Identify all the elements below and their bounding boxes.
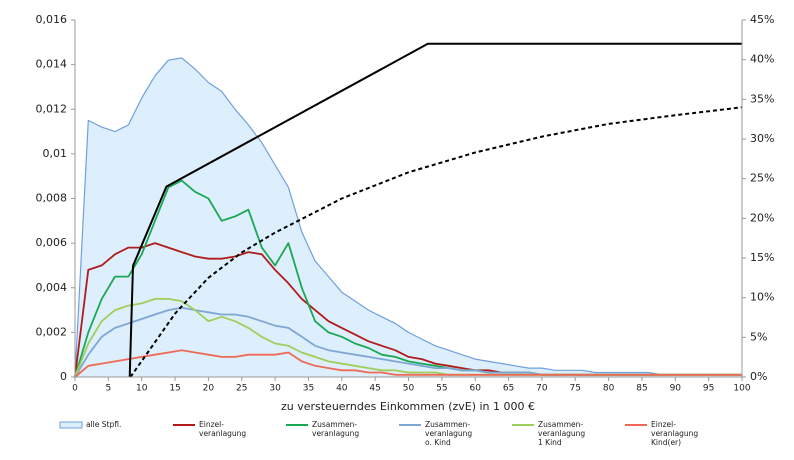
legend-label: Zusammen- veranlagung 1 Kind bbox=[538, 420, 586, 447]
y2-tick-label: 35% bbox=[750, 92, 774, 105]
x-tick-label: 10 bbox=[136, 384, 148, 394]
line bbox=[129, 106, 743, 378]
x-tick-label: 95 bbox=[703, 384, 714, 394]
legend-label: Einzel- veranlagung Kind(er) bbox=[651, 420, 699, 447]
y2-tick-label: 0% bbox=[750, 370, 767, 383]
x-axis-label: zu versteuerndes Einkommen (zvE) in 1 00… bbox=[281, 400, 535, 413]
y2-tick-label: 15% bbox=[750, 251, 774, 264]
x-tick-label: 30 bbox=[269, 384, 281, 394]
y-tick-label: 0,01 bbox=[43, 147, 68, 160]
line bbox=[128, 42, 742, 378]
x-tick-label: 75 bbox=[570, 384, 581, 394]
legend-swatch bbox=[59, 421, 83, 429]
legend-label: Einzel- veranlagung bbox=[199, 420, 247, 438]
x-tick-label: 35 bbox=[303, 384, 314, 394]
x-tick-label: 5 bbox=[105, 384, 111, 394]
y-tick-label: 0,006 bbox=[36, 236, 68, 249]
y-tick-label: 0,008 bbox=[36, 192, 68, 205]
y2-tick-label: 30% bbox=[750, 132, 774, 145]
y2-tick-label: 45% bbox=[750, 13, 774, 26]
x-tick-label: 80 bbox=[603, 384, 615, 394]
y2-tick-label: 5% bbox=[750, 330, 767, 343]
y2-tick-label: 10% bbox=[750, 291, 774, 304]
y2-tick-label: 20% bbox=[750, 211, 774, 224]
x-tick-label: 65 bbox=[503, 384, 514, 394]
legend-label: alle Stpfl. bbox=[86, 420, 122, 429]
x-tick-label: 85 bbox=[636, 384, 647, 394]
legend-label: Zusammen- veranlagung bbox=[312, 420, 360, 438]
x-tick-label: 45 bbox=[369, 384, 380, 394]
x-tick-label: 90 bbox=[670, 384, 682, 394]
x-tick-label: 55 bbox=[436, 384, 447, 394]
x-tick-label: 20 bbox=[203, 384, 215, 394]
y-tick-label: 0,012 bbox=[36, 102, 68, 115]
y2-tick-label: 25% bbox=[750, 172, 774, 185]
y-tick-label: 0 bbox=[60, 370, 67, 383]
y2-tick-label: 40% bbox=[750, 53, 774, 66]
area bbox=[75, 57, 742, 378]
y-tick-label: 0,014 bbox=[36, 58, 68, 71]
x-tick-label: 60 bbox=[469, 384, 481, 394]
y-tick-label: 0,004 bbox=[36, 281, 68, 294]
line bbox=[74, 349, 742, 378]
x-tick-label: 25 bbox=[236, 384, 247, 394]
x-tick-label: 70 bbox=[536, 384, 548, 394]
x-tick-label: 40 bbox=[336, 384, 348, 394]
x-tick-label: 50 bbox=[403, 384, 415, 394]
y-tick-label: 0,016 bbox=[36, 13, 68, 26]
x-tick-label: 15 bbox=[169, 384, 180, 394]
x-tick-label: 0 bbox=[72, 384, 78, 394]
legend-label: Zusammen- veranlagung o. Kind bbox=[425, 420, 473, 447]
y-tick-label: 0,002 bbox=[36, 325, 68, 338]
line bbox=[74, 57, 742, 378]
x-tick-label: 100 bbox=[733, 384, 750, 394]
